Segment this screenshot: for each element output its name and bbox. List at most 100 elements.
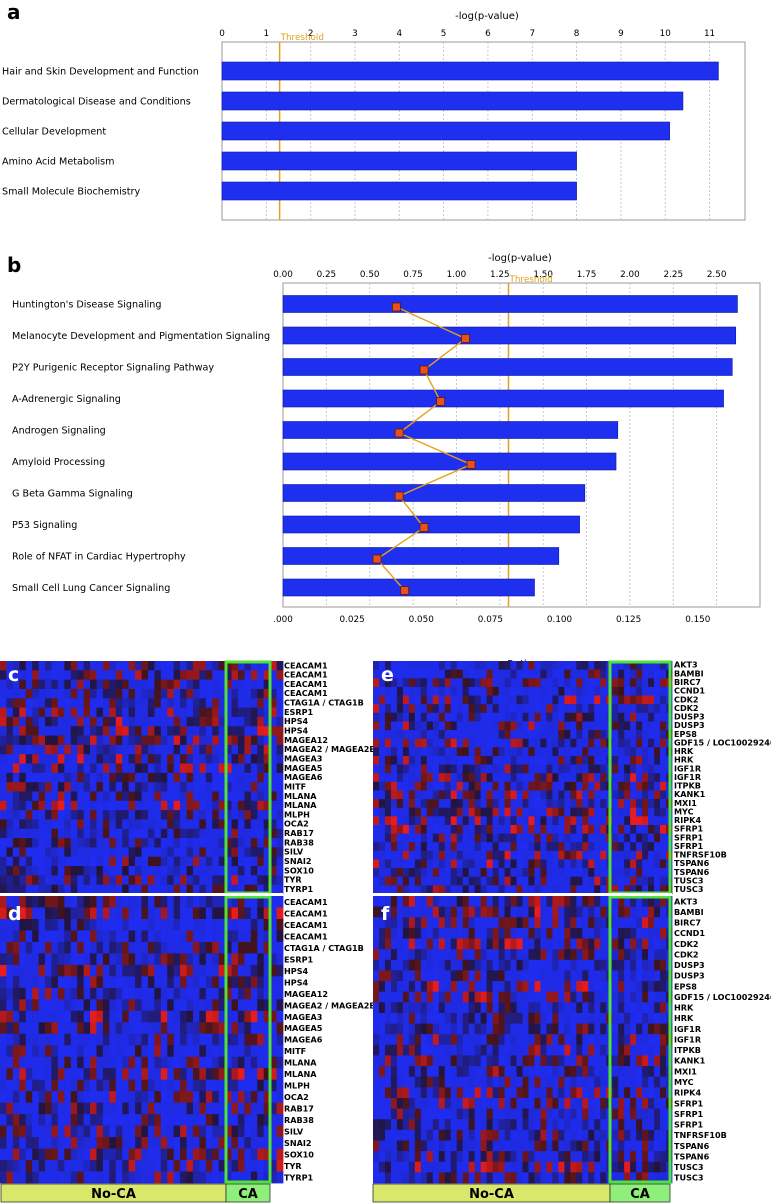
heatmap-f-cell [648, 970, 655, 982]
heatmap-f-cell [384, 938, 392, 950]
heatmap-d-cell [38, 1160, 46, 1172]
heatmap-e-cell [438, 799, 446, 809]
heatmap-e-cell [408, 850, 416, 860]
heatmap-e-cell [516, 764, 523, 774]
heatmap-c-cell [135, 661, 142, 671]
heatmap-c-cell [173, 735, 181, 746]
heatmap-c-cell [257, 847, 265, 858]
heatmap-f-cell [636, 1044, 643, 1056]
heatmap-f-cell [438, 1140, 446, 1152]
heatmap-f-cell [516, 991, 523, 1003]
heatmap-d-cell [212, 987, 220, 1000]
heatmap-e-cell [516, 755, 523, 765]
heatmap-c-cell [96, 838, 104, 848]
heatmap-f-cell [540, 938, 547, 950]
heatmap-e-cell [444, 850, 452, 860]
heatmap-d-cell [173, 1022, 181, 1035]
heatmap-d-cell [109, 1102, 117, 1115]
heatmap-d-cell [0, 1068, 7, 1081]
heatmap-d-cell [276, 1160, 284, 1172]
heatmap-c-cell [77, 782, 85, 792]
heatmap-d-cell [38, 1091, 46, 1104]
heatmap-e-cell [373, 704, 380, 714]
heatmap-d-cell [244, 964, 252, 977]
heatmap-d-cell [270, 1160, 277, 1172]
heatmap-c-cell [128, 800, 136, 811]
heatmap-c-cell [257, 828, 265, 839]
heatmap-e-cell [636, 868, 643, 878]
heatmap-f-cell [438, 1023, 446, 1035]
heatmap-f-cell [624, 959, 631, 971]
heatmap-c-cell [122, 726, 130, 736]
heatmap-d-cell [192, 1010, 200, 1023]
heatmap-e-cell [660, 790, 667, 800]
heatmap-c-cell [205, 782, 213, 792]
heatmap-e-cell [528, 824, 535, 834]
heatmap-f-cell [474, 927, 482, 939]
heatmap-c-cell [173, 763, 181, 774]
heatmap-d-cell [77, 1010, 85, 1023]
heatmap-f-cell [438, 1012, 446, 1024]
heatmap-e-gene-label: BAMBI [674, 668, 704, 678]
heatmap-f-cell [552, 1129, 559, 1141]
heatmap-e-cell [588, 747, 595, 757]
heatmap-c-cell [70, 800, 78, 811]
heatmap-c-cell [237, 772, 245, 783]
heatmap-e-cell [564, 764, 571, 774]
heatmap-f-cell [456, 981, 464, 993]
heatmap-d-cell [276, 1171, 284, 1184]
heatmap-d-cell [109, 1171, 117, 1184]
heatmap-f-cell [642, 991, 649, 1003]
heatmap-d-cell [180, 1022, 187, 1035]
heatmap-d-cell [122, 1056, 130, 1069]
heatmap-e-cell [630, 850, 637, 860]
heatmap-e-cell [528, 842, 535, 852]
heatmap-f-cell [450, 1034, 458, 1046]
heatmap-e-cell [510, 721, 517, 731]
heatmap-e-cell [420, 738, 428, 748]
heatmap-f-cell [588, 1066, 595, 1078]
heatmap-e-cell [510, 859, 517, 869]
panel-b-bar [282, 484, 586, 502]
heatmap-d-cell [167, 941, 175, 954]
heatmap-d-cell [270, 930, 277, 943]
heatmap-c-cell [276, 800, 284, 811]
heatmap-d-cell [51, 1056, 59, 1069]
heatmap-c-cell [225, 884, 232, 895]
heatmap-d-cell [270, 896, 277, 908]
heatmap-e-cell [474, 807, 482, 817]
heatmap-f-cell [654, 991, 661, 1003]
heatmap-e-cell [504, 755, 511, 765]
heatmap-e-cell [546, 747, 553, 757]
heatmap-e-cell [468, 695, 476, 705]
heatmap-c-cell [83, 679, 91, 690]
heatmap-f-cell [450, 1087, 458, 1099]
heatmap-c-cell [154, 726, 162, 736]
panel-b-tick-label: 1.75 [577, 270, 597, 280]
heatmap-c-cell [147, 772, 155, 783]
heatmap-e-cell [486, 661, 493, 671]
heatmap-f-cell [373, 1087, 380, 1099]
heatmap-d-cell [102, 1148, 110, 1161]
heatmap-d-cell [102, 907, 110, 920]
heatmap-d-cell [6, 1079, 14, 1092]
heatmap-c-cell [270, 698, 277, 708]
heatmap-f-cell [594, 1140, 601, 1152]
heatmap-d-cell [57, 999, 65, 1012]
heatmap-f-cell [588, 896, 595, 908]
heatmap-d-cell [122, 976, 130, 989]
heatmap-e-cell [510, 669, 517, 679]
heatmap-c-cell [205, 828, 213, 839]
heatmap-e-cell [522, 833, 529, 843]
heatmap-d-cell [244, 896, 252, 908]
heatmap-e-cell [576, 704, 583, 714]
heatmap-c-cell [38, 782, 46, 792]
heatmap-d-cell [45, 1125, 52, 1138]
heatmap-d-cell [38, 1022, 46, 1035]
heatmap-c-cell [173, 819, 181, 830]
heatmap-e-cell [408, 678, 416, 688]
heatmap-f-cell [402, 938, 410, 950]
heatmap-f-cell [546, 970, 553, 982]
heatmap-d-cell [102, 1171, 110, 1184]
heatmap-d-cell [0, 1079, 7, 1092]
